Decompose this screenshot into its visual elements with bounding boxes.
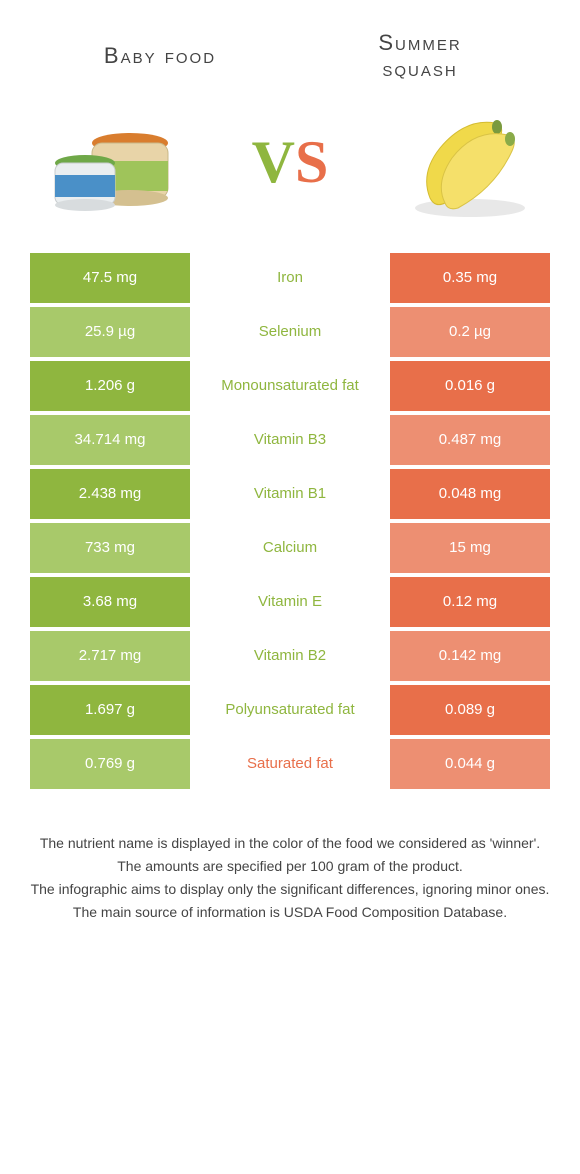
nutrient-label: Polyunsaturated fat [190,685,390,735]
header: Baby food Summer squash [0,0,580,93]
nutrient-row: 0.769 gSaturated fat0.044 g [30,739,550,789]
nutrient-row: 34.714 mgVitamin B30.487 mg [30,415,550,465]
nutrient-label: Iron [190,253,390,303]
right-value: 0.487 mg [390,415,550,465]
nutrient-row: 1.697 gPolyunsaturated fat0.089 g [30,685,550,735]
right-value: 0.142 mg [390,631,550,681]
nutrient-label: Vitamin E [190,577,390,627]
left-food-title: Baby food [30,43,290,69]
nutrient-row: 25.9 µgSelenium0.2 µg [30,307,550,357]
right-value: 0.089 g [390,685,550,735]
nutrient-label: Vitamin B1 [190,469,390,519]
nutrient-label: Calcium [190,523,390,573]
nutrient-label: Monounsaturated fat [190,361,390,411]
left-value: 25.9 µg [30,307,190,357]
vs-s: S [295,129,328,195]
right-value: 15 mg [390,523,550,573]
nutrient-row: 3.68 mgVitamin E0.12 mg [30,577,550,627]
vs-label: VS [252,128,329,197]
footnote-line: The amounts are specified per 100 gram o… [30,856,550,877]
right-food-title: Summer squash [290,30,550,83]
right-title-line2: squash [382,56,457,81]
left-value: 0.769 g [30,739,190,789]
left-value: 1.697 g [30,685,190,735]
footnote-line: The nutrient name is displayed in the co… [30,833,550,854]
right-title-line1: Summer [378,30,461,55]
summer-squash-image [390,103,550,223]
nutrient-label: Vitamin B2 [190,631,390,681]
footnotes: The nutrient name is displayed in the co… [0,793,580,923]
right-value: 0.044 g [390,739,550,789]
nutrient-row: 733 mgCalcium15 mg [30,523,550,573]
right-value: 0.048 mg [390,469,550,519]
nutrient-row: 47.5 mgIron0.35 mg [30,253,550,303]
footnote-line: The infographic aims to display only the… [30,879,550,900]
nutrient-label: Selenium [190,307,390,357]
right-value: 0.12 mg [390,577,550,627]
right-value: 0.35 mg [390,253,550,303]
left-value: 34.714 mg [30,415,190,465]
images-row: VS [0,93,580,253]
baby-food-image [30,103,190,223]
nutrient-label: Saturated fat [190,739,390,789]
nutrient-row: 2.717 mgVitamin B20.142 mg [30,631,550,681]
nutrient-table: 47.5 mgIron0.35 mg25.9 µgSelenium0.2 µg1… [30,253,550,789]
left-value: 47.5 mg [30,253,190,303]
footnote-line: The main source of information is USDA F… [30,902,550,923]
left-value: 2.717 mg [30,631,190,681]
left-value: 3.68 mg [30,577,190,627]
nutrient-row: 2.438 mgVitamin B10.048 mg [30,469,550,519]
vs-v: V [252,129,295,195]
right-value: 0.2 µg [390,307,550,357]
nutrient-label: Vitamin B3 [190,415,390,465]
right-value: 0.016 g [390,361,550,411]
left-value: 1.206 g [30,361,190,411]
nutrient-row: 1.206 gMonounsaturated fat0.016 g [30,361,550,411]
left-value: 2.438 mg [30,469,190,519]
left-value: 733 mg [30,523,190,573]
